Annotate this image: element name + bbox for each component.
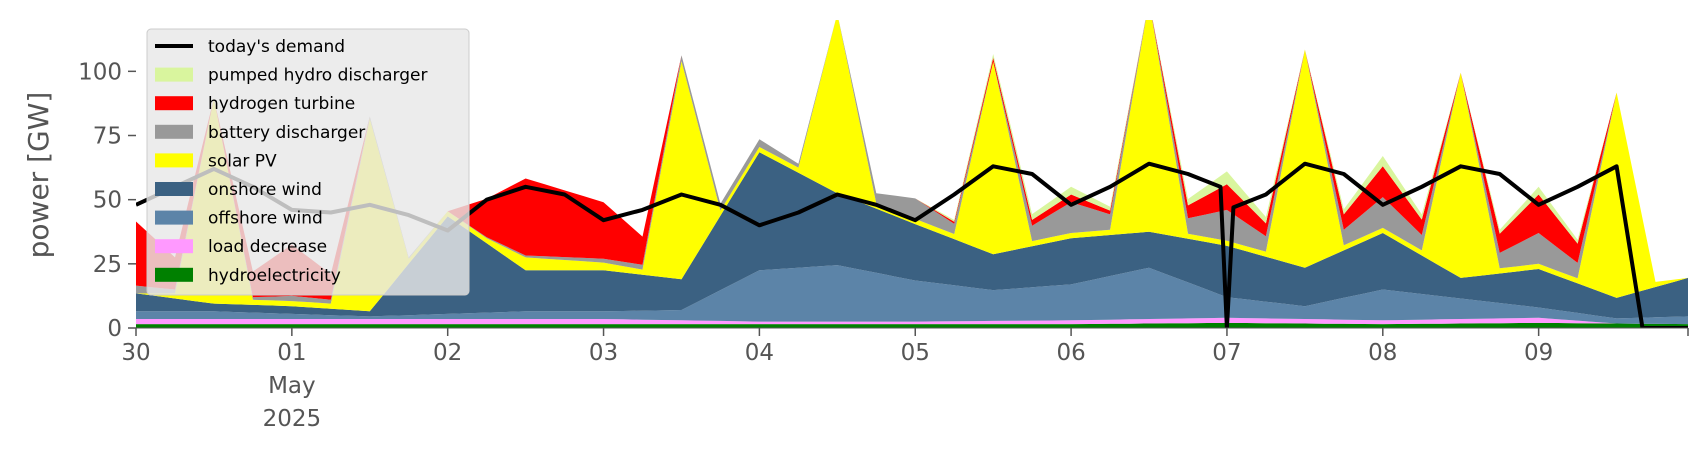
legend-swatch bbox=[155, 210, 193, 225]
legend-label: today's demand bbox=[208, 37, 345, 57]
x-tick-sublabel: May bbox=[268, 373, 316, 399]
legend: today's demand pumped hydro discharger hyd… bbox=[146, 28, 470, 296]
y-axis: 0 25 50 75 100 bbox=[78, 59, 136, 342]
legend-label: onshore wind bbox=[208, 180, 322, 200]
legend-swatch bbox=[155, 153, 193, 168]
legend-label: offshore wind bbox=[208, 209, 323, 229]
x-tick-label: 30 bbox=[121, 340, 150, 366]
area-hydrogen-turbine bbox=[136, 20, 1688, 300]
legend-swatch bbox=[155, 124, 193, 139]
y-tick-label: 100 bbox=[78, 59, 122, 85]
x-tick-label: 04 bbox=[745, 340, 774, 366]
legend-label: load decrease bbox=[208, 237, 327, 257]
x-tick-sublabel: 2025 bbox=[263, 406, 322, 432]
legend-swatch bbox=[155, 67, 193, 82]
x-tick-label: 09 bbox=[1524, 340, 1553, 366]
area-offshore-wind bbox=[136, 265, 1688, 325]
legend-swatch bbox=[155, 182, 193, 196]
x-tick-label: 07 bbox=[1212, 340, 1241, 366]
x-tick-label: 01 bbox=[277, 340, 306, 366]
x-tick-label: 08 bbox=[1368, 340, 1397, 366]
x-tick-label: 02 bbox=[433, 340, 462, 366]
legend-label: hydrogen turbine bbox=[208, 94, 355, 114]
x-tick-label: 05 bbox=[901, 340, 930, 366]
area-solar-pv bbox=[136, 20, 1688, 312]
legend-label: hydroelectricity bbox=[208, 266, 341, 286]
y-tick-label: 25 bbox=[93, 252, 122, 278]
legend-label: battery discharger bbox=[208, 123, 365, 143]
y-tick-label: 75 bbox=[93, 124, 122, 150]
area-hydroelectricity bbox=[136, 322, 1688, 328]
x-tick-label: 03 bbox=[589, 340, 618, 366]
area-onshore-wind bbox=[136, 152, 1688, 319]
legend-label: pumped hydro discharger bbox=[208, 66, 427, 86]
legend-label: solar PV bbox=[208, 151, 277, 171]
stacked-areas bbox=[136, 20, 1688, 328]
y-tick-label: 50 bbox=[93, 188, 122, 214]
legend-swatch bbox=[155, 239, 193, 254]
y-axis-title: power [GW] bbox=[22, 92, 55, 259]
x-tick-label: 06 bbox=[1056, 340, 1085, 366]
legend-swatch bbox=[155, 96, 193, 111]
y-tick-label: 0 bbox=[107, 316, 122, 342]
x-axis: 30 01 May 2025 02 03 04 05 06 07 08 09 bbox=[121, 327, 1689, 432]
legend-swatch bbox=[155, 267, 193, 282]
area-load-decrease bbox=[136, 317, 1688, 325]
legend-box bbox=[146, 28, 470, 296]
